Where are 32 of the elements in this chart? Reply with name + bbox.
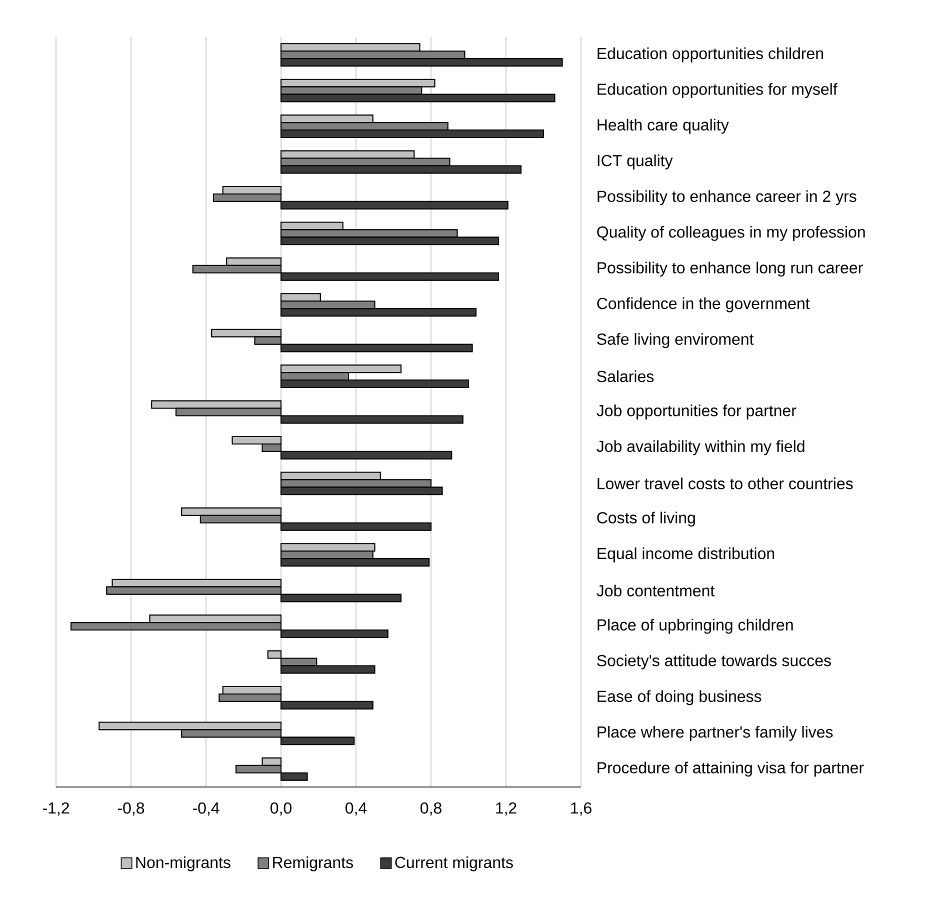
y-tick-label: Society's attitude towards succes xyxy=(597,654,831,670)
y-tick-label: Ease of doing business xyxy=(598,690,762,706)
y-tick-label: Costs of living xyxy=(597,512,695,527)
y-tick-label: Possibility to enhance career in 2 yrs xyxy=(598,190,856,206)
y-tick-label: Quality of colleagues in my profession xyxy=(597,226,865,241)
y-tick-label: Possibility to enhance long run career xyxy=(598,262,863,277)
y-tick-label: Place of upbringing children xyxy=(598,618,793,634)
y-tick-label: Job availability within my field xyxy=(596,440,804,456)
y-tick-label: Health care quality xyxy=(598,118,729,134)
x-tick-label: -0,4 xyxy=(192,802,220,816)
y-tick-label: Salaries xyxy=(597,370,654,382)
x-tick-label: 1,6 xyxy=(571,802,592,816)
x-tick-label: -0,8 xyxy=(118,802,144,816)
y-tick-label: Safe living enviroment xyxy=(597,333,754,348)
x-tick-label: 0,0 xyxy=(270,802,292,816)
y-tick-label: Lower travel costs to other countries xyxy=(598,478,853,490)
y-tick-label: Education opportunities for myself xyxy=(598,83,838,98)
x-tick-label: 0,4 xyxy=(346,802,367,816)
y-tick-label: Equal income distribution xyxy=(598,547,774,562)
y-tick-label: Procedure of attaining visa for partner xyxy=(598,762,864,777)
y-tick-label: Job contentment xyxy=(596,584,715,596)
y-tick-label: Confidence in the government xyxy=(597,297,810,312)
x-tick-label: -1,2 xyxy=(42,802,69,816)
legend-label: Remigrants xyxy=(273,856,353,872)
legend-label: Non-migrants xyxy=(136,856,230,872)
x-tick-label: 0,8 xyxy=(420,802,442,816)
legend-label: Current migrants xyxy=(395,856,513,872)
y-tick-label: ICT quality xyxy=(598,154,673,170)
y-tick-label: Place where partner's family lives xyxy=(598,726,833,741)
x-tick-label: 1,2 xyxy=(496,802,516,816)
y-tick-label: Job opportunities for partner xyxy=(596,404,796,420)
y-tick-label: Education opportunities children xyxy=(598,47,823,62)
